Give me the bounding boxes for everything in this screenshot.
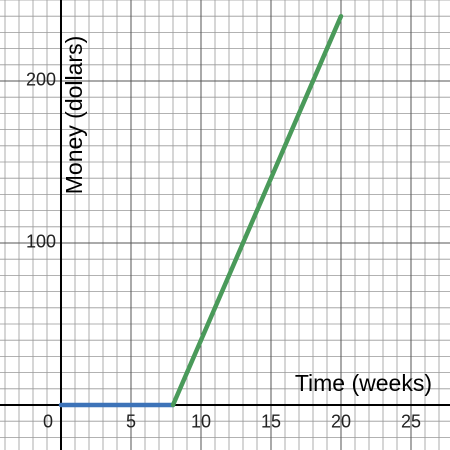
x-tick-label: 5 xyxy=(126,412,136,432)
plot xyxy=(58,13,344,408)
x-tick-label: 20 xyxy=(331,412,351,432)
x-axis-title: Time (weeks) xyxy=(295,370,432,396)
x-tick-label: 10 xyxy=(191,412,211,432)
x-tick-label: 25 xyxy=(401,412,421,432)
y-axis-title: Money (dollars) xyxy=(61,36,87,195)
y-tick-label: 100 xyxy=(26,232,56,252)
origin-label: 0 xyxy=(43,412,53,432)
line-segment xyxy=(170,13,344,408)
y-tick-label: 200 xyxy=(26,70,56,90)
x-tick-label: 15 xyxy=(261,412,281,432)
